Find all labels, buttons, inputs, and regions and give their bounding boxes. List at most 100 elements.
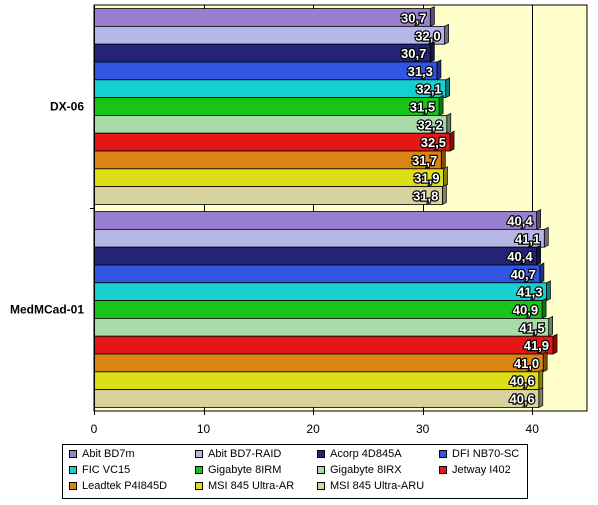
data-label: 32,1 [416, 82, 441, 97]
bar-side [436, 59, 442, 81]
data-label: 40,4 [507, 249, 533, 264]
data-label: 41,3 [517, 285, 542, 300]
bar [93, 61, 438, 81]
legend-swatch [439, 450, 447, 458]
legend-item: Gigabyte 8IRM [195, 464, 281, 476]
data-label: 31,8 [413, 189, 438, 204]
bar-side [548, 315, 554, 337]
legend-item: Acorp 4D845A [317, 448, 402, 460]
bar [93, 186, 443, 205]
bar [93, 79, 447, 98]
bar [93, 371, 540, 391]
bar [93, 335, 554, 355]
legend-item: MSI 845 Ultra-AR [195, 480, 294, 492]
legend-label: DFI NB70-SC [452, 448, 520, 460]
legend-label: Jetway I402 [452, 464, 511, 476]
legend-label: MSI 845 Ultra-ARU [330, 480, 425, 492]
x-tick-label: 0 [91, 422, 98, 436]
bar [93, 168, 444, 188]
bar-side [440, 148, 446, 170]
bar-side [552, 333, 558, 355]
bar-side [449, 130, 455, 152]
legend-swatch [195, 450, 203, 458]
legend-swatch [317, 466, 325, 474]
bar [93, 318, 550, 337]
category-label: DX-06 [50, 100, 84, 114]
bar [93, 389, 540, 408]
legend-swatch [317, 450, 325, 458]
legend-label: Abit BD7-RAID [208, 448, 282, 460]
data-label: 30,7 [401, 46, 426, 61]
bar-side [538, 369, 544, 391]
bar-side [536, 244, 541, 266]
bar-side [538, 387, 544, 409]
bar-side [429, 5, 435, 27]
legend-label: Leadtek P4I845D [82, 480, 168, 492]
bar-side [443, 166, 448, 188]
legend-label: MSI 845 Ultra-AR [208, 480, 295, 492]
legend-swatch [69, 482, 77, 490]
legend-item: Abit BD7-RAID [195, 448, 281, 460]
bar-side [543, 226, 549, 248]
data-label: 31,7 [412, 153, 437, 168]
legend-label: Acorp 4D845A [330, 448, 402, 460]
data-label: 40,9 [513, 303, 538, 318]
bar-side [539, 262, 545, 284]
legend-swatch [69, 466, 77, 474]
bar [93, 211, 538, 230]
data-label: 31,3 [408, 64, 433, 79]
bar-side [542, 351, 548, 373]
data-label: 41,1 [515, 231, 540, 246]
bar [93, 300, 543, 319]
data-label: 41,9 [524, 338, 549, 353]
bar-side [438, 95, 444, 116]
data-label: 31,5 [410, 100, 435, 115]
legend-item: MSI 845 Ultra-ARU [317, 480, 424, 492]
data-label: 31,9 [414, 171, 439, 186]
legend-label: FIC VC15 [82, 464, 131, 476]
x-tick-label: 40 [526, 422, 540, 436]
bar-side [546, 280, 551, 302]
legend-label: Abit BD7m [82, 448, 135, 460]
bar-side [429, 41, 435, 63]
legend-item: DFI NB70-SC [439, 448, 519, 460]
x-tick-label: 30 [416, 422, 430, 436]
bar [93, 264, 541, 284]
bar [93, 43, 431, 63]
bar [93, 97, 440, 116]
legend-swatch [69, 450, 77, 458]
bar [93, 246, 538, 266]
category-label: MedMCad-01 [10, 303, 84, 317]
legend-swatch [195, 482, 203, 490]
bar-side [446, 112, 452, 134]
bar [93, 115, 448, 134]
data-label: 40,6 [509, 374, 534, 389]
bar [93, 150, 442, 170]
legend-swatch [195, 466, 203, 474]
data-label: 40,4 [507, 213, 533, 228]
x-tick-label: 10 [197, 422, 211, 436]
legend-label: Gigabyte 8IRX [330, 464, 402, 476]
data-label: 32,5 [421, 135, 446, 150]
legend-label: Gigabyte 8IRM [208, 464, 282, 476]
bar [93, 282, 547, 301]
data-label: 40,7 [511, 267, 536, 282]
legend-item: Leadtek P4I845D [69, 480, 167, 492]
data-label: 32,0 [415, 28, 440, 43]
x-tick-label: 20 [306, 422, 320, 436]
bar [93, 25, 445, 45]
legend-swatch [439, 466, 447, 474]
legend-item: Jetway I402 [439, 464, 511, 476]
bar [93, 228, 545, 248]
bar-side [442, 184, 447, 206]
bar [93, 353, 544, 373]
bar-side [541, 298, 547, 319]
legend-item: FIC VC15 [69, 464, 130, 476]
data-label: 30,7 [401, 10, 426, 25]
bar [93, 8, 431, 27]
bar-side [536, 208, 541, 230]
bar-chart: 0 10 20 30 40 DX-06 30,7 32,0 30,7 31,3 32,1 31,5 32… [10, 4, 588, 436]
bar [93, 132, 451, 152]
chart-legend: Abit BD7m Abit BD7-RAID Acorp 4D845A DFI NB… [62, 444, 528, 499]
legend-swatch [317, 482, 325, 490]
